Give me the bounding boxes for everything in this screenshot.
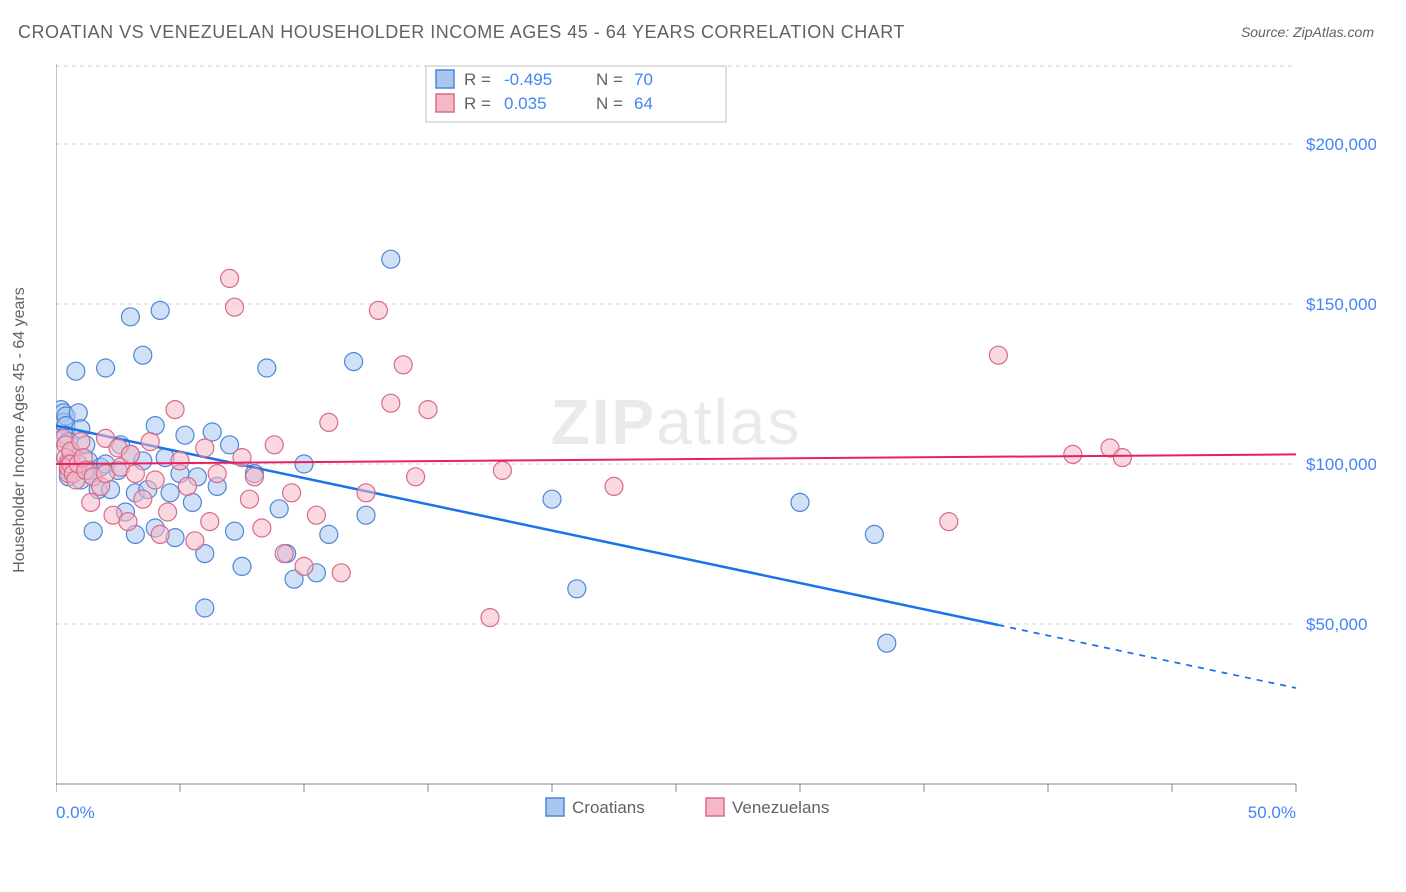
y-axis-label: Householder Income Ages 45 - 64 years (11, 287, 29, 573)
svg-text:0.0%: 0.0% (56, 803, 95, 822)
chart-title: CROATIAN VS VENEZUELAN HOUSEHOLDER INCOM… (18, 22, 905, 43)
svg-text:ZIPatlas: ZIPatlas (551, 386, 802, 458)
svg-text:$200,000: $200,000 (1306, 135, 1376, 154)
svg-text:$150,000: $150,000 (1306, 295, 1376, 314)
svg-text:N =: N = (596, 94, 623, 113)
svg-text:Croatians: Croatians (572, 798, 645, 817)
chart-area: $50,000 $100,000 $150,000 $200,000 0.0% 50.0%… (56, 64, 1376, 824)
svg-text:-0.495: -0.495 (504, 70, 552, 89)
scatter-plot: $50,000 $100,000 $150,000 $200,000 0.0% 50.0%… (56, 64, 1376, 824)
svg-text:0.035: 0.035 (504, 94, 547, 113)
svg-text:50.0%: 50.0% (1248, 803, 1296, 822)
svg-text:R =: R = (464, 94, 491, 113)
svg-text:70: 70 (634, 70, 653, 89)
svg-text:Venezuelans: Venezuelans (732, 798, 829, 817)
svg-text:64: 64 (634, 94, 653, 113)
svg-text:N =: N = (596, 70, 623, 89)
svg-text:$50,000: $50,000 (1306, 615, 1367, 634)
svg-text:$100,000: $100,000 (1306, 455, 1376, 474)
source-label: Source: ZipAtlas.com (1241, 24, 1374, 40)
svg-text:R =: R = (464, 70, 491, 89)
